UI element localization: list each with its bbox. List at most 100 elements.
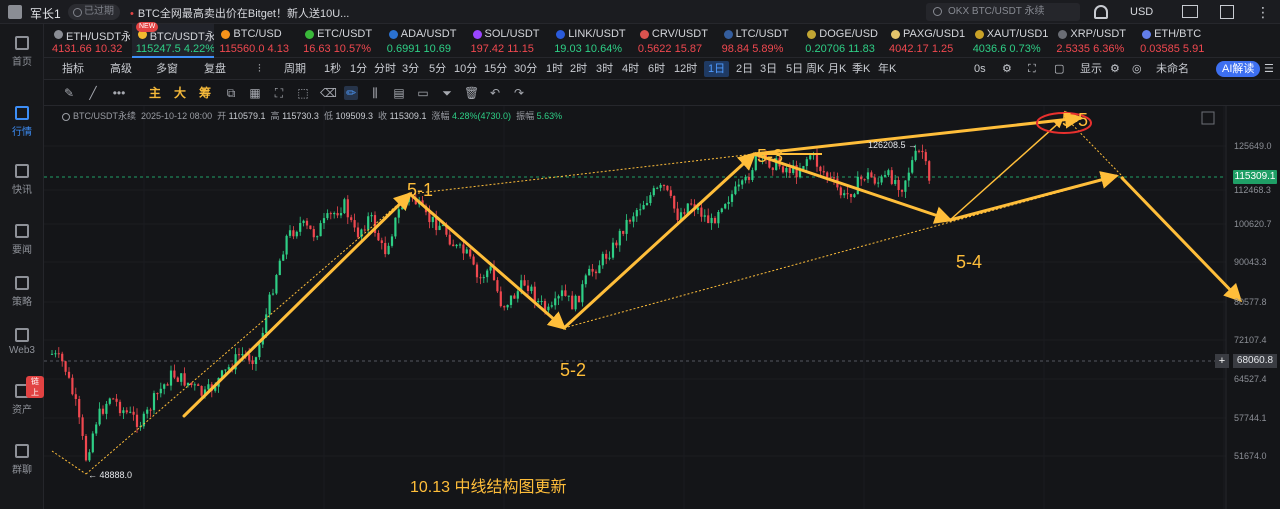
note-icon[interactable]: ▤ bbox=[393, 86, 405, 100]
indicator-tool-0[interactable]: 主 bbox=[148, 86, 161, 100]
period-20[interactable]: 季K bbox=[852, 63, 871, 75]
mail-icon[interactable] bbox=[1182, 5, 1198, 18]
filter-icon[interactable]: ⏷ bbox=[442, 86, 452, 100]
ai-explain-button[interactable]: AI解读 bbox=[1216, 61, 1261, 77]
box-icon[interactable]: ▭ bbox=[417, 86, 429, 100]
ticker-linkusdt[interactable]: LINK/USDT 19.03 10.64% bbox=[550, 24, 632, 58]
candle-icon[interactable]: ⫼ bbox=[372, 86, 378, 100]
more-icon[interactable]: ⋮ bbox=[1256, 4, 1270, 20]
toolbar-0[interactable]: 指标 bbox=[62, 63, 84, 75]
high-value: 115730.3 bbox=[282, 111, 319, 121]
ticker-dogeusd[interactable]: DOGE/USD 0.20706 11.83 bbox=[801, 24, 883, 58]
ticker-ethbtc[interactable]: ETH/BTC 0.03585 5.91 bbox=[1136, 24, 1218, 58]
news-ticker[interactable]: BTC全网最高卖出价在Bitget！新人送10U... bbox=[130, 5, 349, 21]
period-17[interactable]: 5日 bbox=[786, 63, 804, 75]
bell-icon[interactable] bbox=[1094, 5, 1108, 19]
indicator-tool-1[interactable]: 大 bbox=[173, 86, 186, 100]
fullscreen-icon[interactable]: ⛶ bbox=[1028, 63, 1036, 75]
expand-icon[interactable] bbox=[1201, 111, 1215, 125]
sidebar-item-4[interactable]: 策略 bbox=[0, 276, 44, 308]
screenshot-icon[interactable]: ▢ bbox=[1054, 63, 1065, 75]
refresh-interval[interactable]: 0s bbox=[974, 63, 986, 75]
period-18[interactable]: 周K bbox=[806, 63, 825, 75]
window-icon[interactable] bbox=[1220, 5, 1234, 19]
candle-body bbox=[360, 229, 363, 238]
ticker-xrpusdt[interactable]: XRP/USDT 2.5335 6.36% bbox=[1052, 24, 1134, 58]
open-label: 开 bbox=[217, 111, 227, 121]
period-2[interactable]: 分时 bbox=[374, 63, 396, 75]
sidebar-item-0[interactable]: 首页 bbox=[0, 36, 44, 68]
sidebar-item-6[interactable]: 资产 链上 bbox=[0, 376, 44, 416]
redo-icon[interactable]: ↷ bbox=[513, 86, 525, 100]
ticker-adausdt[interactable]: ADA/USDT 0.6991 10.69 bbox=[383, 24, 465, 58]
period-19[interactable]: 月K bbox=[828, 63, 847, 75]
period-3[interactable]: 3分 bbox=[402, 63, 420, 75]
toolbar-3[interactable]: 复盘 bbox=[204, 63, 226, 75]
period-13[interactable]: 12时 bbox=[674, 63, 698, 75]
indicator-tool-2[interactable]: 筹 bbox=[198, 86, 211, 100]
visibility-icon[interactable] bbox=[62, 112, 70, 121]
ticker-ltcusdt[interactable]: LTC/USDT 98.84 5.89% bbox=[718, 24, 800, 58]
username[interactable]: 军长1 bbox=[30, 7, 61, 21]
chart-style-icon[interactable]: ⫶ bbox=[258, 63, 261, 75]
display-menu[interactable]: 显示 bbox=[1080, 63, 1102, 75]
period-label[interactable]: 周期 bbox=[284, 63, 306, 75]
candle-body bbox=[907, 172, 910, 181]
period-10[interactable]: 3时 bbox=[596, 63, 614, 75]
ticker-solusdt[interactable]: SOL/USDT 197.42 11.15 bbox=[467, 24, 549, 58]
line-icon[interactable]: ╱ bbox=[89, 86, 97, 100]
copy-icon[interactable]: ⧉ bbox=[226, 86, 236, 100]
period-11[interactable]: 4时 bbox=[622, 63, 640, 75]
sidebar-item-5[interactable]: Web3 bbox=[0, 328, 44, 356]
trash-icon[interactable]: 🗑 bbox=[464, 86, 480, 100]
ticker-btcusdt[interactable]: BTC/USDT永续115247.5 4.22% bbox=[131, 24, 214, 58]
sidebar-item-2[interactable]: 快讯 bbox=[0, 164, 44, 196]
sidebar-item-3[interactable]: 要闻 bbox=[0, 224, 44, 256]
toolbar-2[interactable]: 多窗 bbox=[156, 63, 178, 75]
expired-badge[interactable]: 已过期 bbox=[68, 4, 120, 20]
period-7[interactable]: 30分 bbox=[514, 63, 538, 75]
ticker-btcusd[interactable]: BTC/USD 115560.0 4.13 bbox=[215, 24, 297, 58]
cursor-icon[interactable]: ⬚ bbox=[297, 86, 309, 100]
draw-icon[interactable]: ✏ bbox=[344, 86, 358, 100]
ticker-etcusdt[interactable]: ETC/USDT 16.63 10.57% bbox=[299, 24, 381, 58]
period-4[interactable]: 5分 bbox=[429, 63, 447, 75]
sidebar-item-7[interactable]: 群聊 bbox=[0, 444, 44, 476]
period-1[interactable]: 1分 bbox=[350, 63, 368, 75]
fullscreen-icon[interactable]: ⛶ bbox=[274, 86, 284, 100]
search-box[interactable]: OKX BTC/USDT 永续 bbox=[926, 3, 1080, 21]
period-14[interactable]: 1日 bbox=[704, 61, 730, 77]
ticker-crvusdt[interactable]: CRV/USDT 0.5622 15.87 bbox=[634, 24, 716, 58]
period-0[interactable]: 1秒 bbox=[324, 63, 342, 75]
candle-body bbox=[540, 300, 543, 302]
period-21[interactable]: 年K bbox=[878, 63, 897, 75]
search-input[interactable]: OKX BTC/USDT 永续 bbox=[948, 6, 1045, 17]
menu-icon[interactable]: ☰ bbox=[1264, 63, 1274, 75]
dots-icon[interactable]: ••• bbox=[112, 86, 126, 100]
period-12[interactable]: 6时 bbox=[648, 63, 666, 75]
gear-icon[interactable]: ⚙ bbox=[1110, 63, 1120, 75]
calendar-icon[interactable]: ▦ bbox=[249, 86, 261, 100]
pencil-icon[interactable]: ✎ bbox=[63, 86, 75, 100]
ticker-ethusdt[interactable]: ETH/USDT永 4131.66 10.32 bbox=[48, 24, 130, 58]
crosshair-add-icon[interactable]: + bbox=[1215, 354, 1229, 368]
layout-name[interactable]: 未命名 bbox=[1156, 63, 1189, 75]
undo-icon[interactable]: ↶ bbox=[489, 86, 501, 100]
period-9[interactable]: 2时 bbox=[570, 63, 588, 75]
ticker-paxgusd[interactable]: PAXG/USD1 4042.17 1.25 bbox=[885, 24, 967, 58]
currency-select[interactable]: USD bbox=[1130, 6, 1154, 18]
ticker-xautusd[interactable]: XAUT/USD1 4036.6 0.73% bbox=[969, 24, 1051, 58]
period-5[interactable]: 10分 bbox=[454, 63, 478, 75]
toolbar-1[interactable]: 高级 bbox=[110, 63, 132, 75]
period-6[interactable]: 15分 bbox=[484, 63, 508, 75]
eraser-icon[interactable]: ⌫ bbox=[320, 86, 337, 100]
sidebar-item-1[interactable]: 行情 bbox=[0, 106, 44, 138]
price-chart[interactable]: 5-1 5-2 5-3 5-4 5-5 10.13 中线结构图更新 125649.0 112… bbox=[44, 106, 1280, 509]
period-16[interactable]: 3日 bbox=[760, 63, 778, 75]
wave-3-arrow bbox=[562, 151, 757, 330]
period-15[interactable]: 2日 bbox=[736, 63, 754, 75]
camera-icon[interactable]: ◎ bbox=[1132, 63, 1142, 75]
period-8[interactable]: 1时 bbox=[546, 63, 564, 75]
candle-body bbox=[282, 254, 285, 261]
settings-icon[interactable]: ⚙ bbox=[1002, 63, 1012, 75]
